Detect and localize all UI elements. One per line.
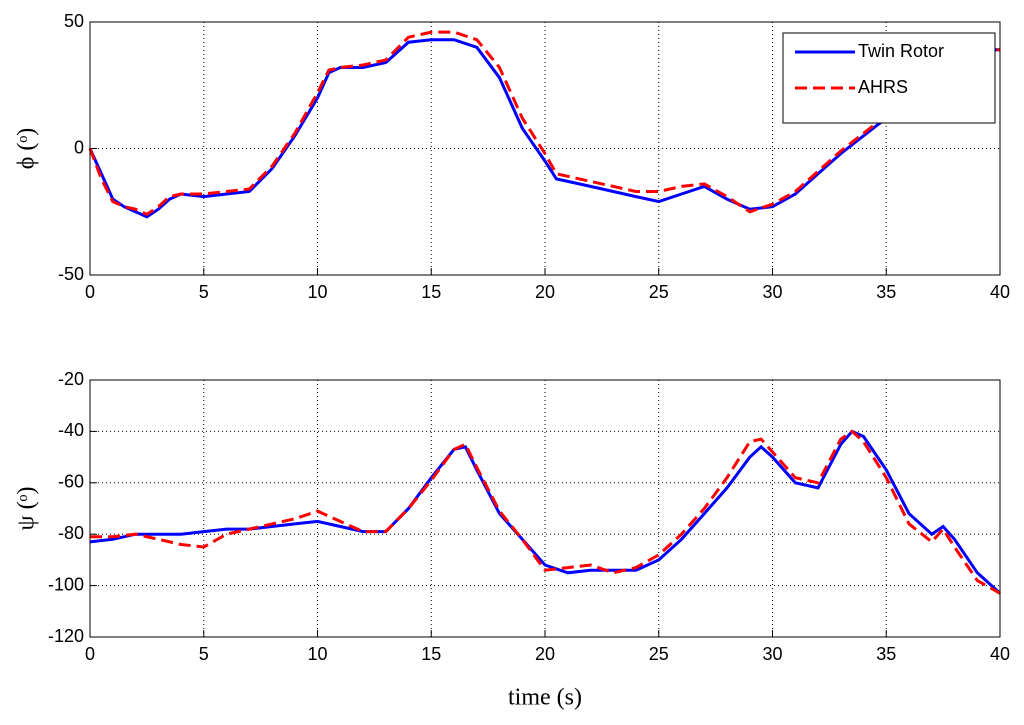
legend-label: Twin Rotor (858, 41, 944, 61)
legend-label: AHRS (858, 77, 908, 97)
data-line (90, 429, 1001, 595)
x-tick-label: 30 (762, 644, 782, 664)
x-tick-label: 30 (762, 282, 782, 302)
x-axis-label: time (s) (508, 685, 582, 711)
x-tick-label: 5 (199, 282, 209, 302)
axes-frame (89, 379, 1001, 638)
y-axis-label: ψ (ᵒ) (14, 487, 40, 531)
y-tick-label: -120 (48, 626, 84, 646)
y-tick-label: 0 (74, 137, 84, 157)
y-tick-label: -40 (58, 420, 84, 440)
y-tick-label: -50 (58, 264, 84, 284)
x-tick-label: 25 (649, 644, 669, 664)
x-tick-label: 15 (421, 644, 441, 664)
y-tick-label: -20 (58, 369, 84, 389)
x-tick-label: 10 (307, 644, 327, 664)
x-tick-label: 40 (990, 282, 1010, 302)
legend-box (782, 32, 996, 124)
y-axis-label: ϕ (ᵒ) (14, 128, 40, 170)
x-tick-label: 40 (990, 644, 1010, 664)
x-tick-label: 35 (876, 644, 896, 664)
x-tick-label: 15 (421, 282, 441, 302)
x-tick-label: 5 (199, 644, 209, 664)
y-tick-label: -60 (58, 472, 84, 492)
y-tick-label: -100 (48, 574, 84, 594)
axes-frame (89, 21, 1001, 276)
x-tick-label: 20 (535, 644, 555, 664)
x-tick-label: 0 (85, 644, 95, 664)
y-tick-label: 50 (64, 11, 84, 31)
x-tick-label: 10 (307, 282, 327, 302)
x-tick-label: 25 (649, 282, 669, 302)
y-tick-label: -80 (58, 523, 84, 543)
x-tick-label: 0 (85, 282, 95, 302)
x-tick-label: 20 (535, 282, 555, 302)
x-tick-label: 35 (876, 282, 896, 302)
data-line (88, 30, 1000, 217)
